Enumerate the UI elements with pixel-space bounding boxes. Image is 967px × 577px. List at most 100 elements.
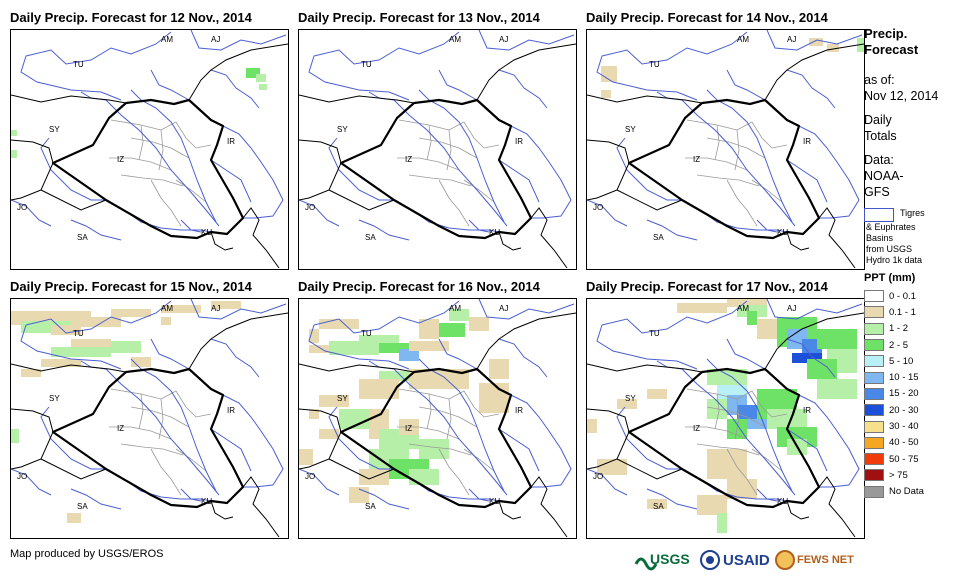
basin-outline — [308, 324, 410, 370]
precip-map: AM AJ TU SY IZ IR JO SA KU — [10, 298, 289, 539]
province-boundary — [110, 388, 177, 400]
basin-outline — [616, 137, 682, 201]
panel-title: Daily Precip. Forecast for 12 Nov., 2014 — [10, 10, 252, 25]
country-border — [11, 139, 54, 201]
basin-outline — [646, 488, 698, 510]
precip-cell — [246, 68, 260, 78]
country-border — [587, 408, 630, 470]
precip-cell — [256, 74, 266, 82]
country-label: SY — [49, 125, 60, 134]
province-boundary — [463, 179, 495, 203]
legend-label: 0.1 - 1 — [889, 306, 916, 318]
map-canvas: AM AJ TU SY IZ IR JO SA KU — [299, 299, 576, 538]
daily-line2: Totals — [864, 129, 897, 143]
legend-row: > 75 — [864, 467, 964, 483]
precip-cell — [359, 379, 399, 399]
province-boundary — [686, 388, 753, 400]
precip-cell — [339, 409, 369, 429]
basin-outline — [105, 199, 212, 233]
basin-outline — [510, 125, 572, 219]
country-label: SA — [653, 502, 664, 511]
fewsnet-logo: FEWS NET — [775, 550, 854, 570]
legend-label: 15 - 20 — [889, 388, 919, 400]
basin-outline — [726, 69, 766, 101]
country-label: AJ — [211, 304, 220, 313]
precip-cell — [747, 419, 767, 429]
precip-cell — [647, 499, 667, 509]
iraq-border — [627, 98, 821, 240]
precip-cell — [587, 419, 597, 433]
precip-cell — [309, 409, 319, 419]
country-border — [242, 207, 280, 269]
basin-outline — [25, 300, 172, 334]
province-boundary — [150, 179, 182, 227]
province-boundary — [110, 119, 177, 131]
basin-outline — [180, 488, 202, 502]
country-label: TU — [361, 329, 372, 338]
river — [706, 89, 793, 223]
daily-line1: Daily — [864, 113, 892, 127]
river — [130, 358, 217, 492]
country-label: IR — [227, 406, 235, 415]
panel-title: Daily Precip. Forecast for 14 Nov., 2014 — [586, 10, 828, 25]
data-line3: GFS — [864, 185, 890, 199]
country-border — [818, 476, 856, 538]
province-boundary — [109, 426, 172, 440]
country-label: SA — [365, 502, 376, 511]
precip-cell — [767, 409, 807, 429]
country-border — [242, 476, 280, 538]
basin-outline — [498, 69, 548, 109]
precip-cell — [617, 399, 637, 409]
country-border — [299, 94, 415, 104]
country-border — [210, 231, 234, 251]
basin-outline — [498, 338, 548, 378]
legend-label: 40 - 50 — [889, 437, 919, 449]
basin-outline — [70, 488, 122, 510]
country-label: AJ — [499, 304, 508, 313]
province-boundary — [751, 390, 788, 418]
basin-outline — [478, 299, 575, 320]
precip-cells — [601, 38, 864, 98]
country-label: JO — [593, 472, 603, 481]
basin-outline — [786, 69, 836, 109]
legend-label: 10 - 15 — [889, 372, 919, 384]
country-border — [299, 408, 342, 470]
precip-cell — [479, 383, 509, 413]
precip-cell — [757, 319, 777, 339]
country-label: AM — [737, 35, 749, 44]
province-boundary — [696, 174, 760, 187]
legend-label: 30 - 40 — [889, 421, 919, 433]
country-border — [188, 43, 288, 101]
iraq-border — [51, 367, 245, 509]
province-boundary — [438, 179, 470, 227]
country-border — [587, 94, 703, 104]
province-boundary — [726, 179, 758, 227]
iraq-border — [339, 367, 533, 509]
precip-cell — [409, 341, 449, 351]
country-border — [498, 500, 522, 520]
legend-row: 1 - 2 — [864, 321, 964, 337]
country-label: IR — [227, 137, 235, 146]
country-label: TU — [649, 60, 660, 69]
legend-label: 5 - 10 — [889, 355, 914, 367]
legend-swatch — [864, 469, 884, 482]
river — [130, 89, 217, 223]
country-label: SA — [653, 233, 664, 242]
legend-label: 1 - 2 — [889, 323, 909, 335]
basin-outline — [11, 199, 52, 227]
precip-cell — [161, 305, 201, 313]
province-boundary — [734, 398, 740, 440]
basin-outline — [222, 125, 284, 219]
legend-row: 0 - 0.1 — [864, 288, 964, 304]
country-label: TU — [649, 329, 660, 338]
asof-date: Nov 12, 2014 — [864, 89, 939, 103]
province-boundary — [751, 121, 788, 149]
country-label: SA — [365, 233, 376, 242]
legend-swatch — [864, 453, 884, 466]
country-label: KU — [489, 228, 500, 237]
province-boundary — [138, 124, 144, 161]
precip-cell — [319, 429, 339, 439]
country-label: IR — [515, 137, 523, 146]
country-label: AJ — [499, 35, 508, 44]
precip-cell — [697, 495, 727, 515]
